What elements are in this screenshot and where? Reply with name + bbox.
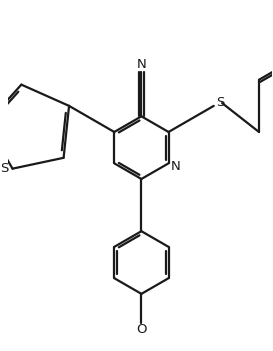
- Text: S: S: [216, 96, 225, 109]
- Text: N: N: [136, 59, 146, 72]
- Text: S: S: [0, 162, 8, 175]
- Text: N: N: [171, 160, 180, 173]
- Text: O: O: [136, 323, 147, 336]
